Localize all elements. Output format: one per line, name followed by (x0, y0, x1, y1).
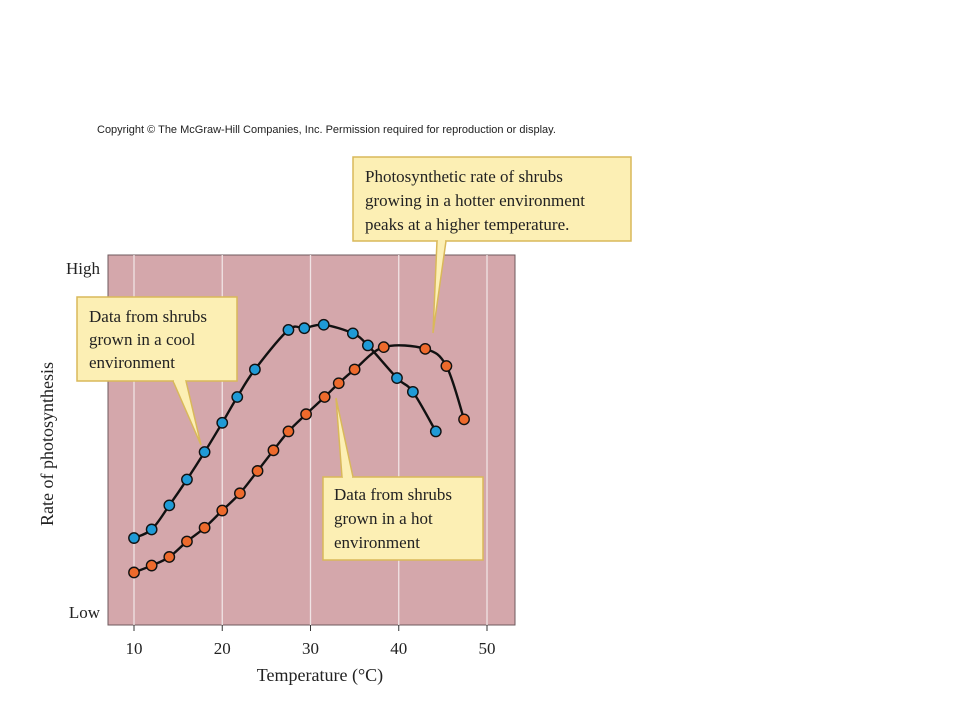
callout-pointer-hot (335, 397, 354, 478)
callout-pointer-hot-peak (432, 240, 447, 334)
data-point-hot (440, 360, 453, 372)
y-tick-label-high: High (66, 259, 101, 278)
x-tick-label-10: 10 (126, 639, 143, 658)
data-point-cool (181, 473, 193, 486)
data-point-cool (128, 532, 140, 544)
data-point-cool (361, 339, 374, 352)
data-point-cool (298, 322, 311, 335)
callout-line-hot-peak: growing in a hotter environment (365, 191, 585, 210)
x-tick-label-20: 20 (214, 639, 231, 658)
data-point-hot (318, 391, 331, 403)
curve-cool (133, 323, 437, 540)
callout-line-hot-peak: Photosynthetic rate of shrubs (365, 167, 563, 186)
data-point-hot (419, 342, 432, 355)
data-point-cool (216, 416, 229, 429)
x-tick-label-40: 40 (390, 639, 407, 658)
x-axis-title: Temperature (°C) (257, 665, 383, 686)
callout-line-hot: environment (334, 533, 420, 552)
x-tick-label-30: 30 (302, 639, 319, 658)
data-point-hot (458, 413, 470, 426)
callout-box-cool (76, 296, 238, 382)
data-point-cool (406, 385, 419, 398)
callout-line-cool: grown in a cool (89, 330, 196, 349)
data-point-cool (429, 425, 442, 438)
data-point-hot (300, 408, 312, 421)
callout-hot: Data from shrubs grown in a hot environmen… (322, 397, 484, 561)
data-point-cool (145, 523, 158, 536)
data-point-hot (251, 465, 264, 477)
data-point-cool (231, 391, 244, 403)
callout-cool: Data from shrubs grown in a cool environme… (76, 296, 238, 446)
data-point-cool (391, 372, 403, 384)
callout-pointer-cool (172, 380, 202, 446)
callout-line-hot: Data from shrubs (334, 485, 452, 504)
data-point-hot (233, 487, 246, 500)
data-point-hot (267, 444, 280, 457)
callout-box-hot (322, 476, 484, 561)
data-point-cool (249, 363, 261, 376)
callout-line-hot-peak: peaks at a higher temperature. (365, 215, 569, 234)
data-point-hot (348, 363, 361, 376)
callout-line-cool: environment (89, 353, 175, 372)
x-tick-label-50: 50 (479, 639, 496, 658)
y-axis-title: Rate of photosynthesis (37, 362, 57, 526)
callout-box-hot-peak (352, 156, 632, 242)
data-point-cool (282, 324, 295, 336)
data-points (128, 318, 470, 579)
data-point-hot (198, 521, 211, 534)
data-point-hot (145, 559, 158, 572)
copyright-notice: Copyright © The McGraw-Hill Companies, I… (97, 124, 556, 136)
data-point-hot (282, 425, 295, 438)
data-point-hot (332, 377, 345, 390)
callout-line-cool: Data from shrubs (89, 307, 207, 326)
data-point-cool (346, 327, 359, 340)
callouts: Photosynthetic rate of shrubs growing in … (76, 156, 632, 561)
data-point-cool (163, 499, 176, 512)
data-point-hot (128, 566, 140, 579)
axis-ticks: 10 20 30 40 50 High Low (66, 259, 496, 658)
y-tick-label-low: Low (69, 603, 101, 622)
data-point-cool (317, 318, 330, 331)
callout-line-hot: grown in a hot (334, 509, 433, 528)
data-point-hot (163, 551, 176, 563)
data-point-cool (198, 446, 211, 458)
callout-hot-peak: Photosynthetic rate of shrubs growing in … (352, 156, 632, 334)
data-point-hot (181, 535, 193, 548)
data-point-hot (377, 341, 390, 354)
data-point-hot (216, 504, 229, 517)
